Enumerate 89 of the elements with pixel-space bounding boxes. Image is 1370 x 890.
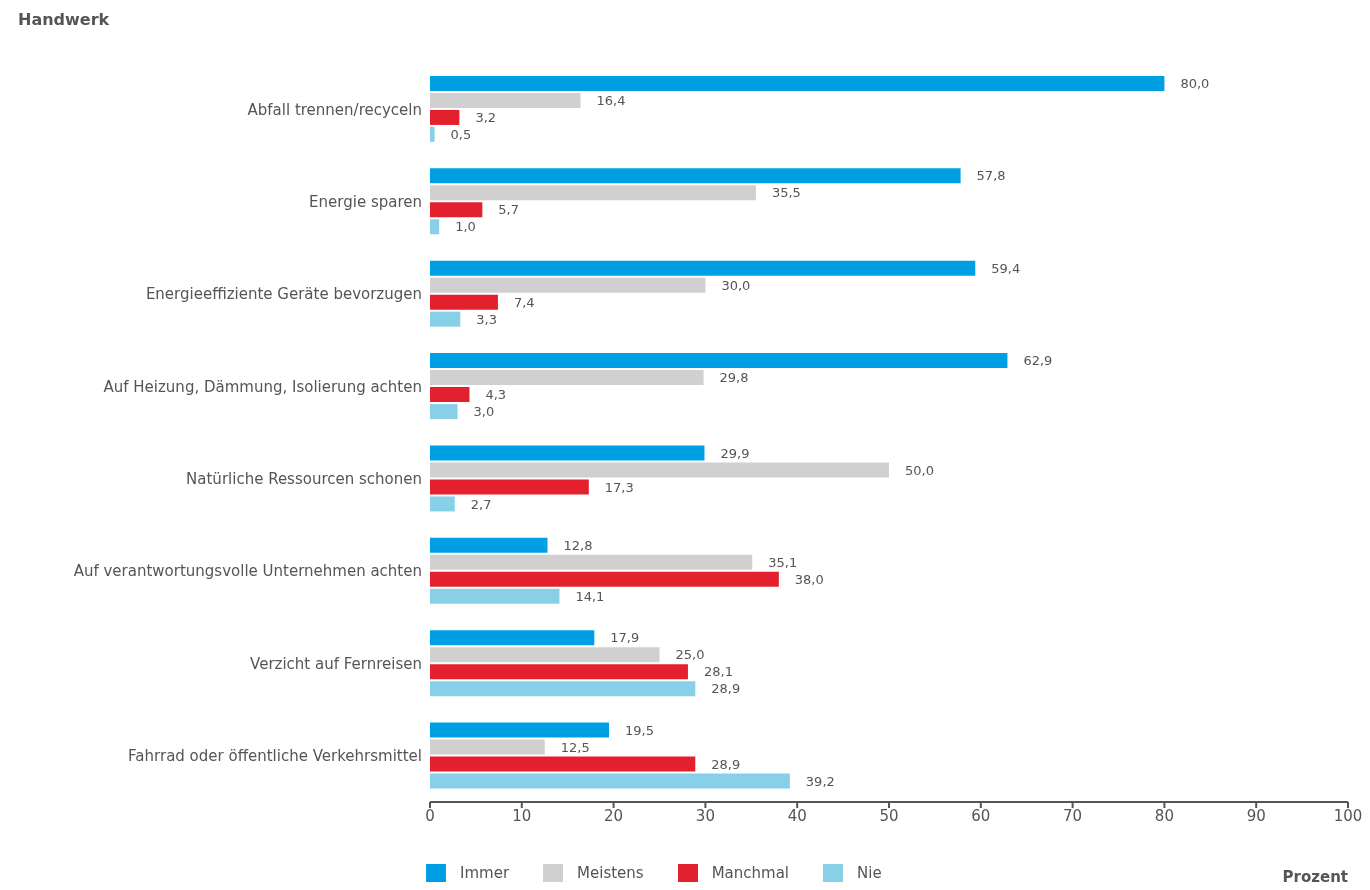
y-tick-label: Natürliche Ressourcen schonen — [186, 470, 422, 489]
x-tick-label: 100 — [1333, 806, 1363, 825]
bar — [430, 294, 498, 310]
data-label: 12,8 — [563, 537, 593, 553]
bar — [430, 353, 1008, 369]
bar — [430, 664, 688, 680]
bar — [430, 537, 548, 553]
data-label: 14,1 — [575, 588, 605, 604]
bar — [430, 647, 660, 663]
data-label: 80,0 — [1180, 76, 1210, 92]
y-tick-label: Auf verantwortungsvolle Unternehmen achten — [73, 562, 422, 581]
x-tick-label: 50 — [879, 806, 899, 825]
bar — [430, 277, 706, 293]
bar — [430, 445, 705, 461]
y-tick-label: Auf Heizung, Dämmung, Isolierung achten — [103, 377, 422, 396]
legend-label: Nie — [857, 864, 882, 882]
bar — [430, 202, 483, 218]
data-label: 59,4 — [991, 260, 1021, 276]
y-tick-label: Abfall trennen/recyceln — [247, 100, 422, 119]
data-label: 1,0 — [455, 219, 476, 235]
bar — [430, 571, 779, 587]
x-tick-label: 90 — [1246, 806, 1266, 825]
x-tick-label: 20 — [604, 806, 624, 825]
bar — [430, 496, 455, 512]
data-label: 17,3 — [604, 479, 634, 495]
data-label: 3,3 — [476, 311, 497, 327]
data-label: 3,2 — [475, 110, 497, 126]
data-label: 19,5 — [625, 722, 654, 738]
bar — [430, 681, 696, 697]
data-label: 12,5 — [560, 739, 590, 755]
bar — [430, 75, 1165, 91]
x-tick-label: 10 — [512, 806, 532, 825]
x-tick-label: 40 — [787, 806, 807, 825]
data-label: 38,0 — [794, 571, 824, 587]
text: Handwerk — [18, 10, 110, 29]
data-label: 28,9 — [711, 756, 741, 772]
bar — [430, 185, 756, 201]
data-label: 28,9 — [711, 681, 741, 697]
legend-label: Immer — [460, 864, 510, 882]
data-label: 35,5 — [771, 185, 801, 201]
data-label: 16,4 — [596, 93, 626, 109]
data-label: 30,0 — [721, 277, 751, 293]
bar — [430, 311, 461, 327]
legend-label: Manchmal — [711, 864, 790, 882]
x-axis-title: Prozent — [1282, 868, 1348, 886]
data-label: 57,8 — [976, 168, 1006, 184]
data-label: 17,9 — [610, 630, 640, 646]
data-label: 39,2 — [805, 773, 835, 789]
data-label: 28,1 — [703, 664, 733, 680]
x-tick-label: 80 — [1154, 806, 1174, 825]
data-label: 29,8 — [719, 370, 749, 386]
bar — [430, 126, 435, 142]
bar — [430, 462, 889, 478]
data-label: 7,4 — [513, 294, 535, 310]
legend-label: Meistens — [577, 864, 644, 882]
bar — [430, 387, 470, 403]
y-tick-label: Verzicht auf Fernreisen — [250, 654, 422, 673]
data-label: 62,9 — [1023, 353, 1053, 369]
x-tick-label: 70 — [1063, 806, 1083, 825]
data-label: 4,3 — [485, 387, 507, 403]
bar — [430, 739, 545, 755]
data-label: 25,0 — [675, 647, 705, 663]
data-label: 29,9 — [720, 445, 750, 461]
bar — [430, 219, 440, 235]
y-tick-label: Fahrrad oder öffentliche Verkehrsmittel — [128, 747, 422, 766]
y-tick-label: Energieeffiziente Geräte bevorzugen — [145, 285, 422, 304]
x-tick-label: 0 — [425, 806, 435, 825]
bar — [430, 370, 704, 386]
bar — [430, 630, 595, 646]
bar — [430, 588, 560, 604]
data-label: 5,7 — [498, 202, 520, 218]
bar — [430, 756, 696, 772]
bar — [430, 109, 460, 125]
bar — [430, 260, 976, 276]
data-label: 0,5 — [450, 127, 472, 143]
data-label: 35,1 — [768, 554, 798, 570]
y-tick-label: Energie sparen — [309, 192, 422, 211]
bar — [430, 404, 458, 420]
data-label: 2,7 — [470, 496, 492, 512]
bar — [430, 773, 790, 789]
bar — [430, 554, 753, 570]
data-label: 3,0 — [473, 404, 495, 420]
bar — [430, 722, 610, 738]
bar — [430, 92, 581, 108]
data-label: 50,0 — [905, 462, 934, 478]
x-tick-label: 30 — [695, 806, 715, 825]
bar — [430, 479, 589, 495]
bar — [430, 168, 961, 184]
x-tick-label: 60 — [971, 806, 991, 825]
